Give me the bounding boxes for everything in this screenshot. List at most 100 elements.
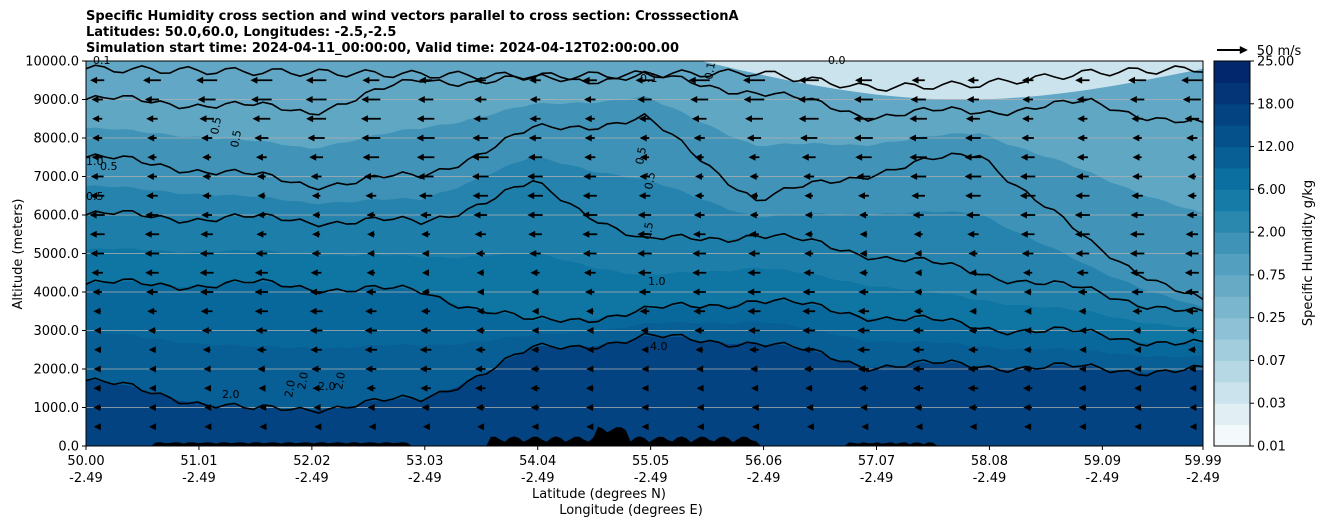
- wind-vectors: [89, 76, 1203, 431]
- wind-vector-head: [256, 346, 264, 354]
- wind-vector: [1129, 96, 1145, 103]
- wind-vector: [530, 384, 540, 392]
- wind-vector: [148, 404, 156, 411]
- wind-vector-head: [1075, 76, 1083, 84]
- wind-vector: [529, 115, 541, 123]
- wind-vector: [748, 250, 760, 257]
- wind-vector: [250, 76, 273, 84]
- wind-vector: [582, 76, 597, 84]
- wind-vector: [914, 404, 923, 411]
- wind-vector: [856, 173, 871, 180]
- wind-vector: [145, 211, 159, 219]
- wind-vector-head: [91, 153, 99, 161]
- colorbar-tick-label: 18.00: [1257, 97, 1294, 112]
- wind-vector: [421, 288, 430, 296]
- wind-vector: [471, 173, 489, 180]
- wind-vector: [1130, 211, 1144, 219]
- wind-vector: [857, 192, 869, 200]
- wind-vector-head: [1075, 192, 1083, 200]
- wind-vector: [361, 134, 381, 142]
- wind-vector: [745, 115, 763, 123]
- wind-vector: [914, 250, 922, 257]
- wind-vector: [1021, 76, 1034, 84]
- wind-vector-head: [968, 346, 976, 354]
- y-tick-label: 8000.0: [34, 132, 80, 147]
- wind-vector-head: [422, 269, 430, 277]
- x-tick-label-lon: -2.49: [1186, 471, 1220, 486]
- wind-vector-head: [969, 288, 977, 296]
- wind-vector-head: [258, 384, 266, 392]
- wind-vector: [365, 365, 377, 373]
- wind-vector: [804, 230, 813, 238]
- wind-vector-head: [964, 153, 972, 161]
- wind-vector: [693, 134, 705, 142]
- wind-vector-head: [804, 192, 812, 200]
- wind-vector: [1188, 365, 1196, 373]
- wind-vector: [858, 288, 869, 296]
- wind-vector-head: [641, 384, 649, 392]
- wind-vector: [966, 96, 979, 103]
- wind-vector-head: [476, 269, 484, 277]
- wind-vector: [1129, 250, 1145, 257]
- wind-vector-head: [915, 423, 923, 431]
- contour-label: 0.5: [100, 160, 118, 173]
- x-tick-label-lat: 59.09: [1084, 454, 1121, 469]
- wind-vector: [527, 173, 543, 180]
- wind-vector-head: [861, 423, 869, 431]
- wind-vector: [742, 76, 765, 84]
- wind-vector-head: [747, 288, 755, 296]
- wind-vector-head: [148, 346, 156, 354]
- wind-vector: [1075, 192, 1090, 200]
- wind-vector-head: [149, 365, 157, 373]
- wind-vector-head: [527, 211, 535, 219]
- humidity-band: [700, 61, 1203, 100]
- wind-vector: [146, 192, 158, 200]
- wind-vector-head: [475, 250, 483, 257]
- wind-vector: [1021, 134, 1034, 142]
- wind-vector: [91, 153, 103, 161]
- wind-vector-head: [1185, 288, 1193, 296]
- wind-vector: [311, 192, 321, 200]
- wind-vector: [254, 134, 269, 142]
- wind-vector: [1186, 134, 1198, 142]
- wind-vector: [314, 423, 322, 431]
- wind-vector: [93, 365, 101, 373]
- wind-vector: [365, 288, 376, 296]
- wind-vector-head: [1186, 134, 1194, 142]
- contour-label: 1.0: [648, 275, 666, 288]
- wind-vector-head: [202, 346, 210, 354]
- wind-vector-head: [638, 115, 646, 123]
- wind-vector: [693, 307, 706, 315]
- wind-vector: [366, 384, 376, 392]
- wind-vector: [367, 230, 375, 238]
- wind-vector-head: [476, 327, 484, 334]
- wind-vector-head: [745, 115, 753, 123]
- wind-vector-head: [858, 288, 866, 296]
- wind-vector: [312, 230, 321, 238]
- wind-vector: [312, 384, 320, 392]
- wind-vector: [202, 153, 212, 161]
- wind-vector: [200, 230, 213, 238]
- wind-vector: [1184, 250, 1199, 257]
- wind-vector-head: [749, 346, 757, 354]
- contour-label: 2.0: [332, 371, 348, 390]
- wind-vector: [639, 134, 650, 142]
- wind-vector-head: [529, 250, 537, 257]
- wind-vector: [965, 192, 981, 200]
- wind-vector: [695, 346, 704, 354]
- wind-vector: [530, 404, 540, 411]
- wind-vector-head: [911, 76, 919, 84]
- wind-vector-head: [859, 269, 867, 277]
- wind-vector: [527, 153, 543, 161]
- colorbar-segment: [1214, 317, 1250, 340]
- wind-vector: [257, 211, 266, 219]
- wind-vector-head: [365, 365, 373, 373]
- wind-vector-head: [1076, 96, 1084, 103]
- wind-vector-head: [366, 211, 374, 219]
- y-tick-label: 9000.0: [34, 93, 80, 108]
- wind-vector: [584, 96, 596, 103]
- wind-vector: [693, 211, 705, 219]
- wind-vector: [969, 269, 977, 277]
- x-tick-label-lat: 51.01: [180, 454, 217, 469]
- wind-vector: [475, 365, 486, 373]
